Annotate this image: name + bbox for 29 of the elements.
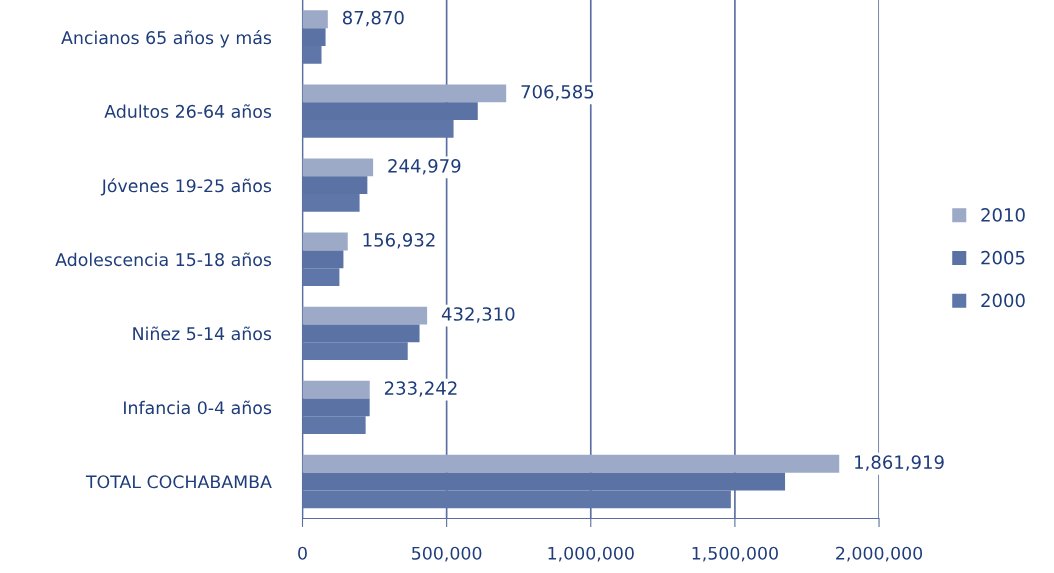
y-tick-label: TOTAL COCHABAMBA: [85, 475, 272, 489]
bar: [302, 380, 370, 399]
y-tick-label: Infancia 0-4 años: [124, 400, 272, 415]
bar: [302, 84, 507, 103]
legend-label: 2010: [981, 208, 1025, 222]
bar: [302, 454, 840, 473]
legend-label: 2000: [981, 293, 1025, 308]
bar: [302, 306, 428, 325]
data-label: 87,870: [342, 10, 404, 27]
legend-label: 2005: [981, 250, 1025, 265]
bar: [302, 10, 328, 29]
bar: [302, 232, 348, 251]
data-label: 706,585: [521, 84, 594, 101]
y-tick-label: Jóvenes 19-25 años: [100, 178, 272, 196]
data-label: 1,861,919: [855, 455, 944, 471]
y-tick-label: Niñez 5-14 años: [133, 326, 272, 341]
data-label: 244,979: [388, 159, 461, 175]
y-tick-label: Adultos 26-64 años: [104, 104, 272, 118]
x-tick-label: 1,000,000: [548, 546, 634, 562]
data-label: 432,310: [441, 307, 515, 323]
data-label: 156,932: [363, 233, 435, 249]
x-tick-label: 2,000,000: [836, 546, 923, 562]
x-tick-label: 500,000: [412, 546, 482, 562]
y-tick-label: Ancianos 65 años y más: [61, 30, 272, 48]
x-tick-label: 0: [298, 546, 307, 560]
data-label: 233,242: [384, 381, 457, 397]
y-tick-label: Adolescencia 15-18 años: [55, 252, 272, 267]
x-tick-label: 1,500,000: [692, 546, 778, 562]
bar: [302, 158, 374, 177]
